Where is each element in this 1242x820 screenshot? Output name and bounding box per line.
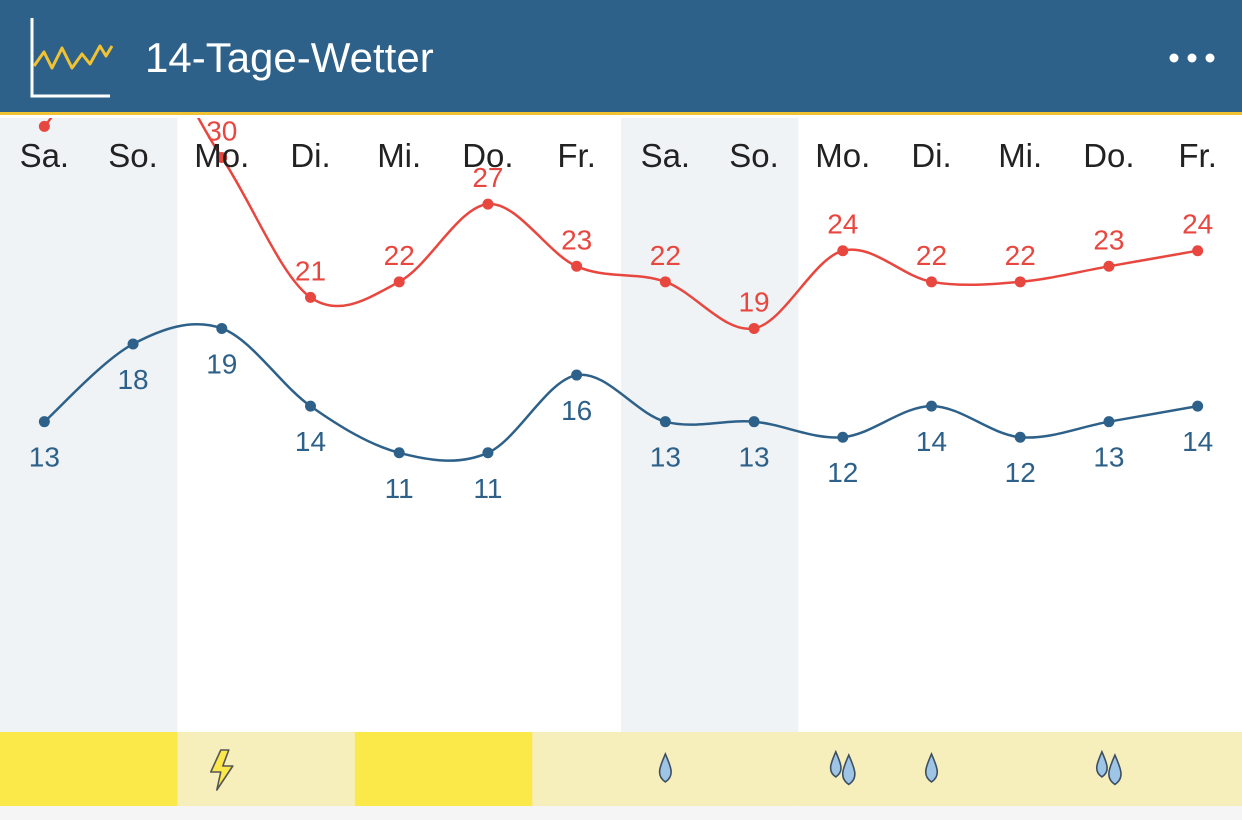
min-temperature-point <box>571 369 583 381</box>
max-temperature-value-label: 24 <box>827 209 858 240</box>
max-temperature-value-label: 22 <box>650 240 681 271</box>
min-temperature-value-label: 12 <box>1005 457 1036 488</box>
heavy-rain-icon <box>1095 749 1108 778</box>
min-temperature-value-label: 13 <box>650 442 681 473</box>
heavy-rain-icon <box>829 749 842 778</box>
min-temperature-line <box>43 323 1198 462</box>
max-temperature-point <box>393 276 405 288</box>
weather-icon-group <box>209 749 234 791</box>
heavy-rain-icon <box>841 753 856 786</box>
min-temperature-value-label: 18 <box>117 364 148 395</box>
heavy-rain-icon <box>1108 753 1122 786</box>
max-temperature-point <box>216 152 228 163</box>
weather-cell[interactable] <box>975 732 1066 806</box>
bottom-strip <box>0 806 1242 820</box>
min-temperature-point <box>748 416 760 428</box>
min-temperature-value-label: 13 <box>29 442 60 473</box>
forecast-chart: 3238302122272322192422222324131819141111… <box>0 118 1242 806</box>
weather-cell[interactable] <box>88 732 178 806</box>
max-temperature-point <box>571 260 583 272</box>
weather-icon-group <box>658 751 672 783</box>
max-temperature-point <box>748 322 760 334</box>
day-label[interactable]: Di. <box>290 137 331 174</box>
max-temperature-point <box>305 291 316 303</box>
max-temperature-value-label: 23 <box>1093 224 1124 255</box>
min-temperature-point <box>482 447 494 459</box>
day-label[interactable]: So. <box>108 137 158 174</box>
min-temperature-point <box>127 338 139 350</box>
min-temperature-value-label: 13 <box>1093 442 1124 473</box>
weather-cell[interactable] <box>1153 732 1242 806</box>
weather-cell[interactable] <box>266 732 356 806</box>
min-temperature-point <box>38 416 50 428</box>
max-temperature-point <box>38 120 50 132</box>
weather-cell[interactable] <box>0 732 90 806</box>
min-temperature-point <box>393 447 405 459</box>
min-temperature-point <box>1103 416 1115 428</box>
min-temperature-point <box>659 416 671 428</box>
app-header: 14-Tage-Wetter <box>0 0 1242 115</box>
min-temperature-value-label: 11 <box>473 473 502 504</box>
max-temperature-point <box>837 245 849 257</box>
max-temperature-value-label: 22 <box>916 240 947 271</box>
min-temperature-value-label: 11 <box>385 473 414 504</box>
day-label[interactable]: Sa. <box>19 137 70 174</box>
chart-line-icon[interactable] <box>28 16 114 100</box>
max-temperature-point <box>659 276 671 288</box>
weather-cell[interactable] <box>443 732 533 806</box>
weather-cell[interactable] <box>354 732 445 806</box>
min-temperature-value-label: 14 <box>295 426 326 457</box>
day-label[interactable]: Mo. <box>815 137 871 174</box>
min-temperature-value-label: 14 <box>916 426 947 457</box>
day-label[interactable]: Do. <box>1083 137 1135 174</box>
weekend-column-bg <box>88 118 178 732</box>
day-label[interactable]: Di. <box>911 137 952 174</box>
thunderstorm-icon <box>209 749 234 791</box>
day-label[interactable]: So. <box>729 137 779 174</box>
rain-drop-icon <box>924 751 939 783</box>
weather-icon-group <box>829 749 856 786</box>
min-temperature-value-label: 16 <box>561 395 592 426</box>
day-labels-row: Sa. So. Mo. Di. Mi. Do. Fr. Sa. So. Mo. Di. Mi. Do. F… <box>0 132 1242 182</box>
max-temperature-point <box>1014 276 1026 288</box>
weather-icon-group <box>1095 749 1122 786</box>
max-temperature-point <box>482 198 494 210</box>
max-temperature-value-label: 22 <box>1005 240 1036 271</box>
day-label[interactable]: Fr. <box>1178 137 1217 174</box>
app-title: 14-Tage-Wetter <box>145 34 434 81</box>
day-label[interactable]: Sa. <box>640 137 691 174</box>
more-horizontal-icon <box>1169 53 1215 63</box>
max-temperature-point <box>1192 245 1204 257</box>
max-temperature-value-label: 30 <box>206 118 237 147</box>
more-button[interactable] <box>1164 30 1220 86</box>
weather-cell[interactable] <box>532 732 622 806</box>
max-temperature-value-label: 23 <box>561 224 592 255</box>
day-label[interactable]: Mo. <box>194 137 250 174</box>
rain-drop-icon <box>658 751 672 783</box>
day-label[interactable]: Do. <box>462 137 514 174</box>
min-temperature-value-label: 14 <box>1182 426 1213 457</box>
min-temperature-point <box>926 400 937 412</box>
min-temperature-value-label: 12 <box>827 457 858 488</box>
max-temperature-point <box>1103 260 1115 272</box>
min-temperature-point <box>1192 400 1204 412</box>
min-temperature-point <box>216 322 228 334</box>
min-temperature-point <box>837 431 849 443</box>
weather-cell[interactable] <box>709 732 799 806</box>
min-temperature-value-label: 19 <box>206 348 237 379</box>
max-temperature-value-label: 19 <box>738 286 769 317</box>
max-temperature-value-label: 24 <box>1182 209 1213 240</box>
max-temperature-value-label: 22 <box>384 240 415 271</box>
max-temperature-value-label: 27 <box>472 162 503 193</box>
min-temperature-point <box>1014 431 1026 443</box>
day-label[interactable]: Mi. <box>377 137 422 174</box>
max-temperature-value-label: 21 <box>295 255 326 286</box>
day-label[interactable]: Mi. <box>998 137 1043 174</box>
weather-icon-group <box>924 751 939 783</box>
max-temperature-point <box>926 276 937 288</box>
day-label[interactable]: Fr. <box>557 137 596 174</box>
min-temperature-point <box>305 400 316 412</box>
min-temperature-value-label: 13 <box>738 442 769 473</box>
